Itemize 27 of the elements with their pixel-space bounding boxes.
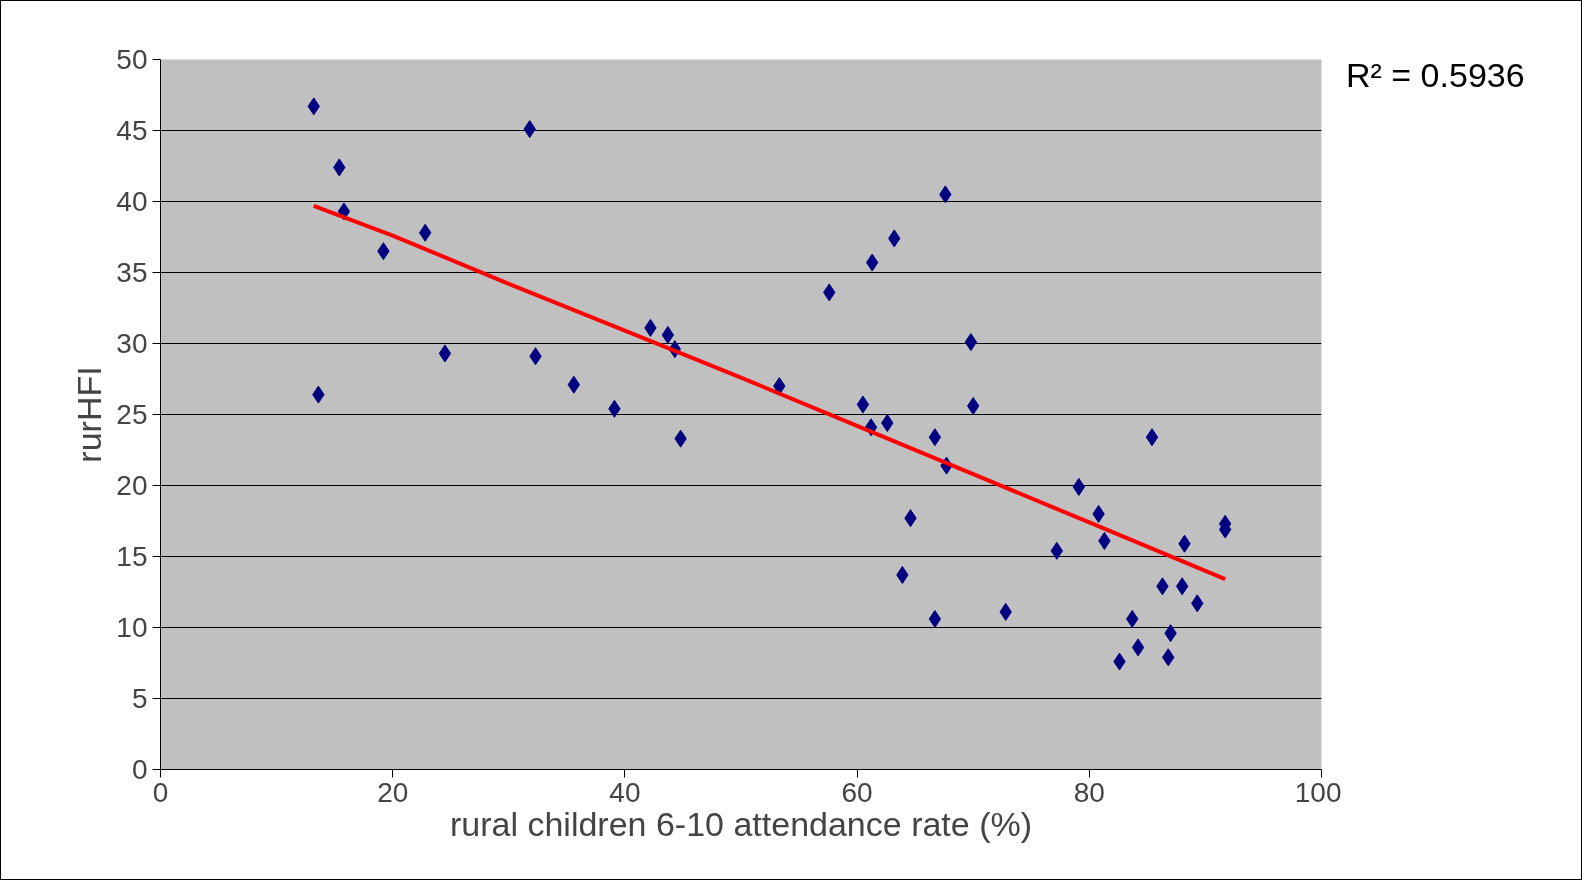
y-tick-label: 30	[116, 328, 148, 359]
y-tick-label: 10	[116, 612, 148, 643]
point	[856, 395, 870, 414]
point	[1145, 428, 1159, 447]
x-tick-label: 80	[1073, 776, 1105, 808]
text: R² = 0.5936	[1346, 55, 1525, 96]
point	[928, 609, 942, 628]
y-tick-label: 15	[116, 541, 148, 572]
y-tick-label: 35	[116, 257, 148, 288]
x-tick-label: 0	[152, 776, 169, 808]
y-tick-label: 50	[116, 44, 148, 75]
y-axis-title: rurHFI	[70, 366, 109, 463]
point	[661, 325, 675, 344]
y-tick-label: 0	[131, 754, 148, 785]
point	[438, 344, 452, 363]
point	[1072, 477, 1086, 496]
point	[964, 333, 978, 352]
point	[1131, 638, 1145, 657]
point	[928, 428, 942, 447]
y-tick-label: 25	[116, 399, 148, 430]
y-tick-label: 5	[131, 683, 148, 714]
x-tick-label: 20	[377, 776, 409, 808]
line-series	[311, 203, 1228, 582]
y-tick-label: 40	[116, 186, 148, 217]
y-tick-label: 20	[116, 470, 148, 501]
x-tick-label: 100	[1294, 776, 1342, 808]
y-tick-label: 45	[116, 115, 148, 146]
